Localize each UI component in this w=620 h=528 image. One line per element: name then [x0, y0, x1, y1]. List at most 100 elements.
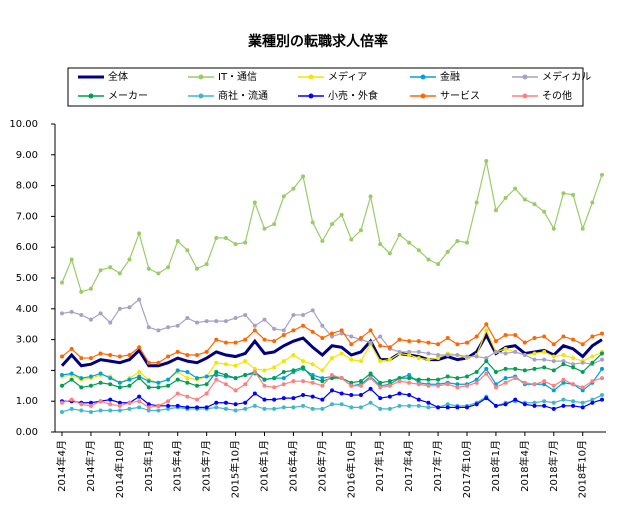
series-marker: [484, 366, 489, 371]
series-marker: [108, 397, 113, 402]
series-marker: [117, 400, 122, 405]
series-marker: [503, 195, 508, 200]
series-marker: [397, 349, 402, 354]
series-marker: [493, 349, 498, 354]
series-marker: [146, 405, 151, 410]
series-marker: [156, 360, 161, 365]
series-marker: [69, 257, 74, 262]
series-marker: [252, 403, 257, 408]
series-marker: [551, 368, 556, 373]
y-tick-label: 6.00: [16, 242, 38, 253]
series-marker: [272, 406, 277, 411]
series-marker: [445, 402, 450, 407]
series-marker: [561, 334, 566, 339]
series-marker: [542, 399, 547, 404]
series-marker: [358, 383, 363, 388]
series-marker: [117, 306, 122, 311]
series-marker: [513, 332, 518, 337]
series-marker: [185, 376, 190, 381]
series-marker: [195, 320, 199, 325]
series-marker: [175, 403, 180, 408]
series-marker: [378, 343, 383, 348]
series-marker: [252, 328, 257, 333]
series-marker: [542, 382, 547, 387]
series-marker: [88, 374, 93, 379]
series-marker: [580, 385, 585, 390]
series-marker: [320, 336, 325, 341]
series-marker: [561, 353, 566, 357]
series-marker: [127, 257, 132, 262]
series-marker: [590, 200, 595, 205]
series-marker: [532, 357, 537, 362]
legend-marker: [420, 93, 426, 99]
series-marker: [166, 399, 171, 404]
series-marker: [436, 383, 441, 388]
series-marker: [108, 320, 113, 325]
series-marker: [262, 406, 267, 411]
series-marker: [166, 403, 171, 408]
series-marker: [397, 403, 402, 408]
series-marker: [185, 353, 190, 357]
series-marker: [98, 371, 103, 376]
x-tick-label: 2015年10月: [229, 440, 242, 498]
series-marker: [378, 334, 383, 339]
series-marker: [262, 383, 267, 388]
series-marker: [127, 406, 132, 411]
series-marker: [349, 334, 354, 339]
series-marker: [416, 377, 421, 382]
series-marker: [561, 191, 566, 196]
legend-marker: [308, 93, 314, 99]
series-marker: [301, 312, 306, 317]
series-marker: [60, 409, 64, 414]
series-line: [60, 331, 603, 368]
series-marker: [600, 376, 604, 381]
series-marker: [272, 222, 277, 227]
series-marker: [137, 345, 142, 350]
series-marker: [339, 351, 344, 356]
series-marker: [445, 405, 450, 410]
series-marker: [79, 356, 84, 361]
series-marker: [156, 271, 161, 276]
series-marker: [532, 366, 537, 371]
series-marker: [571, 403, 576, 408]
series-marker: [387, 383, 392, 388]
series-marker: [426, 400, 431, 405]
series-marker: [532, 382, 537, 387]
series-marker: [301, 174, 306, 179]
series-marker: [310, 308, 315, 313]
series-marker: [387, 251, 392, 256]
series-marker: [436, 342, 441, 347]
series-marker: [426, 383, 431, 388]
series-marker: [600, 357, 604, 362]
series-marker: [580, 388, 585, 393]
series-marker: [195, 383, 199, 388]
series-marker: [387, 406, 392, 411]
series-marker: [233, 316, 238, 321]
series-marker: [146, 266, 151, 271]
series-marker: [60, 373, 64, 378]
x-tick-label: 2015年1月: [142, 440, 155, 492]
series-marker: [358, 393, 363, 398]
series-marker: [320, 397, 325, 402]
series-marker: [79, 385, 84, 390]
series-marker: [416, 248, 421, 253]
series-marker: [88, 383, 93, 388]
series-marker: [532, 403, 537, 408]
y-tick-label: 1.00: [16, 396, 38, 407]
series-marker: [368, 386, 373, 391]
series-marker: [561, 362, 566, 367]
series-marker: [146, 379, 151, 384]
series-marker: [378, 242, 383, 247]
series-marker: [252, 323, 257, 328]
series-marker: [204, 391, 209, 396]
series-marker: [88, 400, 93, 405]
series-marker: [455, 405, 460, 410]
series-marker: [407, 403, 412, 408]
series-marker: [330, 331, 334, 336]
series-marker: [551, 354, 556, 359]
series-marker: [407, 240, 412, 245]
series-marker: [600, 331, 604, 336]
series-marker: [368, 194, 373, 199]
series-marker: [407, 349, 412, 354]
series-marker: [590, 379, 595, 384]
